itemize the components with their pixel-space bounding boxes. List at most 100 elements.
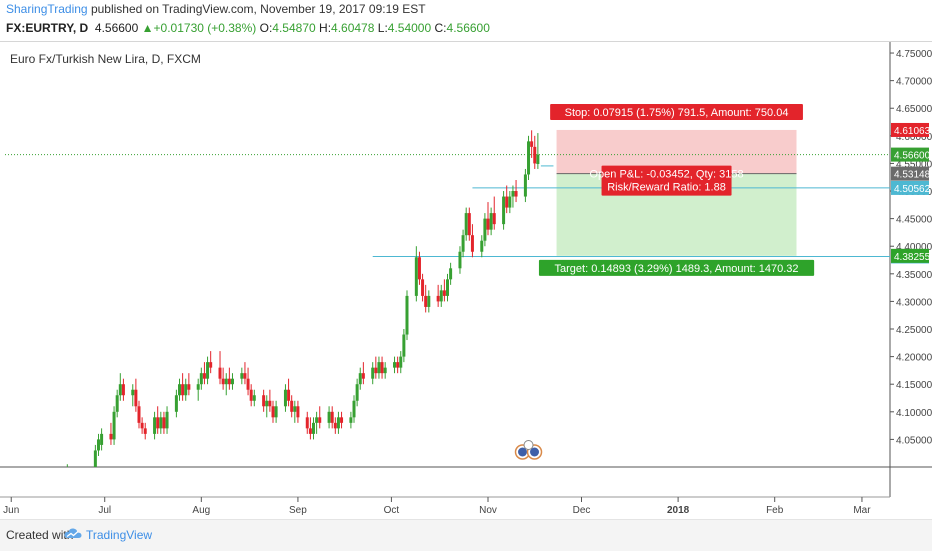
candle-body [230,378,234,385]
candle-body [371,367,375,379]
candle-body [224,378,228,385]
candle-body [315,417,319,423]
candle-body [530,141,534,147]
pnl-box [601,165,732,196]
close-value: 4.56600 [446,21,490,35]
footer-bar [0,519,932,551]
risk-reward-label: Risk/Reward Ratio: 1.88 [607,182,726,194]
candles-group [66,130,540,473]
candle-body [380,362,384,374]
chart-title: Euro Fx/Turkish New Lira, D, FXCM [10,52,201,66]
price-label-bg [891,166,929,181]
y-tick-label: 4.35000 [896,270,932,281]
candle-body [159,417,163,429]
y-tick-label: 4.40000 [896,242,932,253]
candle-body [165,411,169,429]
y-tick-label: 4.70000 [896,77,932,88]
price-change: +0.01730 (+0.38%) [153,21,257,35]
candle-body [262,395,266,407]
x-tick-label: Mar [853,505,871,516]
up-arrow-icon: ▲ [141,21,154,35]
y-tick-label: 4.45000 [896,215,932,226]
candle-body [505,196,509,208]
candle-body [383,367,387,374]
candlestick-chart[interactable]: Euro Fx/Turkish New Lira, D, FXCM 4.05000… [0,42,932,517]
candle-body [252,395,256,401]
x-tick-label: 2018 [667,505,690,516]
event-count-badge [523,440,534,450]
price-label: 4.38255 [894,252,931,263]
candle-body [492,213,496,225]
publisher-link[interactable]: SharingTrading [6,2,88,16]
target-label-bg [538,259,815,276]
price-label-bg [891,248,929,263]
candle-body [296,406,300,418]
x-tick-label: Aug [192,505,210,516]
published-line: SharingTrading published on TradingView.… [6,2,426,20]
candle-body [489,213,493,230]
candle-body [414,257,418,296]
candle-body [156,417,160,429]
candle-body [240,373,244,379]
candle-body [396,362,400,368]
candle-body [514,191,518,197]
candle-body [470,235,474,252]
quote-line: FX:EURTRY, D 4.56600 ▲+0.01730 (+0.38%) … [6,21,490,39]
candle-body [187,384,191,390]
candle-body [377,362,381,374]
candle-body [181,384,185,396]
candle-body [355,384,359,401]
candle-body [246,378,250,390]
candle-body [243,373,247,379]
candle-body [393,362,397,368]
x-tick-label: Dec [573,505,591,516]
candle-body [283,389,287,407]
candle-body [221,378,225,385]
y-tick-label: 4.20000 [896,353,932,364]
candle-body [308,428,312,434]
candle-body [405,295,409,335]
candle-body [121,384,125,396]
candle-body [274,406,278,418]
x-tick-label: Feb [766,505,784,516]
candle-body [227,378,231,385]
y-tick-label: 4.75000 [896,49,932,60]
candle-body [109,433,113,440]
candle-body [436,295,440,302]
tradingview-link[interactable]: TradingView [86,528,153,542]
candle-body [196,384,200,390]
y-tick-label: 4.25000 [896,325,932,336]
y-tick-label: 4.10000 [896,408,932,419]
candle-body [199,373,203,385]
candle-body [218,367,222,379]
candle-body [66,470,69,473]
y-tick-label: 4.55000 [896,159,932,170]
symbol-label: FX:EURTRY, D [6,21,89,35]
candle-body [446,279,449,296]
stop-label-bg [550,103,803,120]
candle-body [93,450,97,467]
candle-body [305,417,309,429]
candle-body [112,411,116,440]
candle-body [480,240,484,252]
candle-body [143,428,147,434]
high-value: 4.60478 [331,21,375,35]
event-flag-icon [530,447,540,457]
header-divider [0,41,932,42]
candle-body [421,279,425,296]
candle-body [527,141,531,175]
event-flag-icon [518,447,528,457]
candle-body [502,196,506,225]
candle-body [374,367,378,374]
price-label: 4.50562 [894,184,931,195]
low-value: 4.54000 [387,21,432,35]
stop-label: Stop: 0.07915 (1.75%) 791.5, Amount: 750… [565,107,789,119]
candle-body [206,362,210,379]
y-tick-label: 4.60000 [896,132,932,143]
tradingview-cloud-icon [64,528,82,538]
candle-body [464,213,468,236]
y-tick-label: 4.05000 [896,435,932,446]
candle-body [318,417,322,423]
candle-body [340,417,344,423]
last-price: 4.56600 [94,21,139,35]
